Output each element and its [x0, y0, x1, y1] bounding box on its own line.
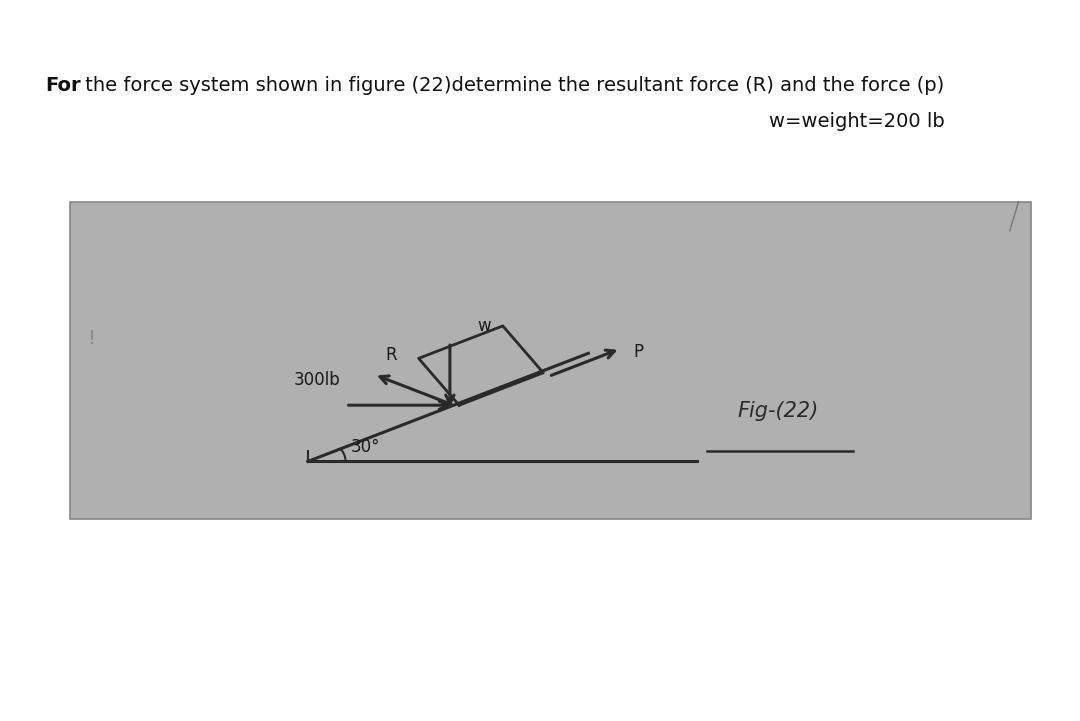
Text: R: R: [384, 346, 396, 363]
Bar: [70, 202, 1031, 519]
Text: w: w: [477, 317, 490, 335]
Text: P: P: [633, 343, 644, 361]
Text: 300lb: 300lb: [294, 371, 340, 389]
Text: !: !: [87, 329, 96, 348]
Text: the force system shown in figure (22)determine the resultant force (R) and the f: the force system shown in figure (22)det…: [79, 76, 944, 94]
Text: Fig-(22): Fig-(22): [737, 401, 819, 421]
Text: 30°: 30°: [351, 438, 380, 456]
Text: w=weight=200 lb: w=weight=200 lb: [769, 112, 945, 131]
Text: For: For: [45, 76, 81, 94]
